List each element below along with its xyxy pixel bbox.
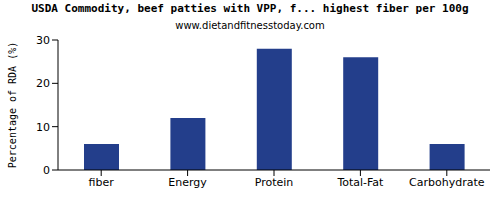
svg-text:Protein: Protein — [255, 176, 294, 189]
svg-text:10: 10 — [36, 121, 50, 134]
svg-text:Energy: Energy — [168, 176, 207, 189]
svg-text:Carbohydrate: Carbohydrate — [409, 176, 485, 189]
html-text:www.dietandfitnesstoday.com: www.dietandfitnesstoday.com — [175, 20, 325, 31]
svg-text:30: 30 — [36, 34, 50, 47]
svg-text:Percentage of RDA (%): Percentage of RDA (%) — [8, 42, 18, 168]
html-text:USDA Commodity, beef patties w: USDA Commodity, beef patties with VPP, f… — [31, 2, 469, 15]
svg-text:0: 0 — [43, 164, 50, 177]
svg-text:fiber: fiber — [89, 176, 115, 189]
svg-text:Total-Fat: Total-Fat — [336, 176, 384, 189]
svg-text:20: 20 — [36, 77, 50, 90]
